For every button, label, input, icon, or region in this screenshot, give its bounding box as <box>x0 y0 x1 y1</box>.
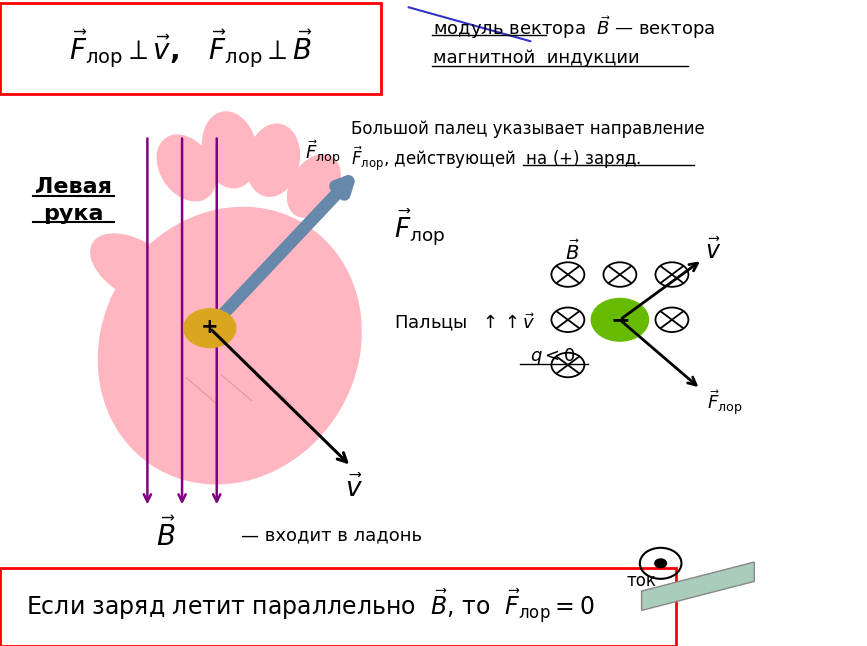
Ellipse shape <box>98 207 362 484</box>
Text: $\vec{F}_{\mathrm{лор}}\perp\vec{v}$,   $\vec{F}_{\mathrm{лор}}\perp\vec{B}$: $\vec{F}_{\mathrm{лор}}\perp\vec{v}$, $\… <box>69 27 312 70</box>
Text: $\vec{F}_{\mathrm{лор}}$, действующей  на (+) заряд.: $\vec{F}_{\mathrm{лор}}$, действующей на… <box>351 144 642 172</box>
Text: Большой палец указывает направление: Большой палец указывает направление <box>351 120 705 138</box>
Circle shape <box>655 559 667 568</box>
Text: $\vec{v}$: $\vec{v}$ <box>705 238 720 264</box>
Text: $\vec{B}$: $\vec{B}$ <box>564 240 580 264</box>
Text: Пальцы  $\uparrow\uparrow\vec{v}$: Пальцы $\uparrow\uparrow\vec{v}$ <box>394 312 536 334</box>
FancyBboxPatch shape <box>0 3 381 94</box>
Text: −: − <box>610 307 629 332</box>
Text: рука: рука <box>43 205 104 224</box>
Circle shape <box>184 309 236 348</box>
Text: $\vec{v}$: $\vec{v}$ <box>345 476 362 503</box>
Ellipse shape <box>157 135 216 201</box>
Text: — входит в ладонь: — входит в ладонь <box>241 526 422 544</box>
Text: $q < 0$: $q < 0$ <box>531 346 576 367</box>
Polygon shape <box>642 562 754 610</box>
Ellipse shape <box>91 234 178 302</box>
Circle shape <box>591 298 649 341</box>
Text: $\vec{F}_{\mathrm{лор}}$: $\vec{F}_{\mathrm{лор}}$ <box>305 140 341 168</box>
Text: $\vec{F}_{\mathrm{лор}}$: $\vec{F}_{\mathrm{лор}}$ <box>707 390 742 418</box>
Ellipse shape <box>203 112 257 188</box>
Text: $\vec{B}$: $\vec{B}$ <box>156 518 177 552</box>
Text: ток: ток <box>627 572 656 590</box>
Text: +: + <box>201 317 218 337</box>
Text: Если заряд летит параллельно  $\vec{B}$, то  $\vec{F}_{\mathrm{лор}} = 0$: Если заряд летит параллельно $\vec{B}$, … <box>26 588 595 627</box>
Text: $\vec{F}_{\mathrm{лор}}$: $\vec{F}_{\mathrm{лор}}$ <box>394 207 446 247</box>
Text: модуль вектора  $\vec{B}$ — вектора: модуль вектора $\vec{B}$ — вектора <box>434 14 716 41</box>
Ellipse shape <box>247 124 299 196</box>
Text: Левая: Левая <box>36 178 112 197</box>
Text: магнитной  индукции: магнитной индукции <box>434 49 640 67</box>
FancyBboxPatch shape <box>0 568 676 646</box>
Ellipse shape <box>288 155 340 217</box>
